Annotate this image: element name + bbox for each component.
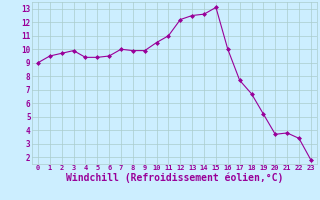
X-axis label: Windchill (Refroidissement éolien,°C): Windchill (Refroidissement éolien,°C): [66, 173, 283, 183]
